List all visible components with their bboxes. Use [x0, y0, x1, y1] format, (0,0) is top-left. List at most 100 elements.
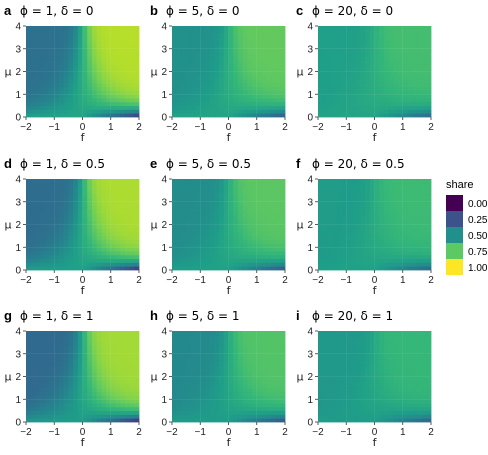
heatmap-cell	[58, 224, 65, 229]
heatmap-cell	[219, 387, 225, 393]
heatmap-cell	[398, 239, 404, 244]
heatmap-cell	[280, 334, 286, 339]
heatmap-cell	[379, 205, 385, 210]
heatmap-cell	[26, 349, 32, 355]
heatmap-cell	[115, 387, 121, 393]
heatmap-cell	[266, 29, 272, 34]
heatmap-cell	[26, 197, 32, 203]
heatmap-cell	[82, 338, 88, 343]
heatmap-cell	[96, 41, 102, 46]
heatmap-cell	[49, 395, 55, 400]
heatmap-cell	[209, 262, 215, 267]
heatmap-cell	[336, 209, 342, 214]
heatmap-cell	[82, 101, 88, 107]
heatmap-cell	[327, 353, 333, 358]
heatmap-cell	[247, 380, 253, 385]
heatmap-cell	[374, 247, 380, 252]
heatmap-cell	[115, 395, 121, 400]
heatmap-cell	[402, 243, 408, 248]
y-tick-label: 1	[161, 90, 167, 101]
heatmap-cell	[134, 251, 140, 256]
heatmap-cell	[256, 384, 262, 389]
heatmap-cell	[327, 406, 333, 412]
heatmap-cell	[176, 403, 182, 408]
heatmap-cell	[365, 52, 371, 57]
heatmap-cell	[369, 216, 375, 222]
heatmap-cell	[233, 346, 239, 351]
heatmap-cell	[327, 41, 333, 46]
heatmap-cell	[336, 228, 342, 233]
heatmap-cell	[26, 224, 32, 229]
heatmap-cell	[346, 216, 352, 222]
heatmap-cell	[101, 41, 107, 46]
heatmap-cell	[87, 414, 93, 419]
heatmap-cell	[49, 75, 55, 80]
heatmap-cell	[181, 395, 187, 400]
y-tick-label: 3	[15, 349, 21, 360]
heatmap-cell	[172, 179, 178, 184]
heatmap-cell	[49, 41, 55, 46]
heatmap-cell	[35, 372, 41, 377]
heatmap-cell	[322, 94, 328, 99]
heatmap-cell	[115, 56, 121, 61]
heatmap-cell	[54, 372, 60, 377]
heatmap-cell	[195, 228, 201, 233]
heatmap-cell	[275, 399, 281, 404]
heatmap-cell	[242, 365, 248, 370]
heatmap-cell	[350, 67, 357, 72]
heatmap-cell	[73, 98, 79, 103]
heatmap-cell	[124, 403, 130, 408]
heatmap-cell	[54, 190, 60, 195]
heatmap-cell	[30, 365, 36, 370]
heatmap-cell	[393, 224, 399, 229]
heatmap-cell	[129, 380, 135, 385]
heatmap-cell	[26, 262, 32, 267]
heatmap-cell	[63, 29, 69, 34]
heatmap-cell	[402, 201, 408, 206]
heatmap-cell	[209, 220, 215, 225]
heatmap-cell	[181, 101, 187, 107]
heatmap-cell	[73, 338, 79, 343]
heatmap-cell	[129, 26, 135, 31]
heatmap-cell	[233, 384, 239, 389]
heatmap-cell	[87, 266, 93, 271]
heatmap-cell	[115, 44, 121, 50]
heatmap-cell	[261, 403, 267, 408]
heatmap-cell	[35, 387, 41, 393]
heatmap-cell	[82, 82, 88, 88]
y-tick-label: 3	[161, 44, 167, 55]
heatmap-cell	[332, 194, 338, 199]
heatmap-cell	[426, 186, 432, 191]
heatmap-cell	[204, 90, 211, 95]
heatmap-cell	[186, 365, 192, 370]
heatmap-cell	[73, 26, 79, 31]
heatmap-cell	[101, 179, 107, 184]
heatmap-cell	[421, 105, 427, 110]
heatmap-cell	[412, 243, 418, 248]
heatmap-cell	[172, 258, 178, 263]
heatmap-cell	[209, 48, 215, 53]
heatmap-cell	[322, 67, 328, 72]
heatmap-cell	[181, 86, 187, 91]
heatmap-cell	[58, 243, 65, 248]
heatmap-cell	[96, 331, 102, 336]
heatmap-cell	[369, 254, 375, 260]
heatmap-cell	[421, 29, 427, 34]
heatmap-cell	[58, 266, 65, 271]
heatmap-cell	[407, 258, 413, 263]
heatmap-cell	[134, 26, 140, 31]
heatmap-cell	[181, 380, 187, 385]
heatmap-cell	[318, 29, 324, 34]
heatmap-cell	[407, 194, 413, 199]
heatmap-cell	[280, 33, 286, 38]
heatmap-cell	[280, 387, 286, 393]
heatmap-cell	[247, 254, 253, 260]
heatmap-cell	[30, 179, 36, 184]
heatmap-cell	[261, 209, 267, 214]
heatmap-cell	[379, 258, 385, 263]
panel-title: ϕ = 20, δ = 1	[312, 309, 393, 323]
heatmap-cell	[209, 67, 215, 72]
heatmap-cell	[247, 205, 253, 210]
heatmap-cell	[190, 365, 196, 370]
heatmap-cell	[134, 224, 140, 229]
